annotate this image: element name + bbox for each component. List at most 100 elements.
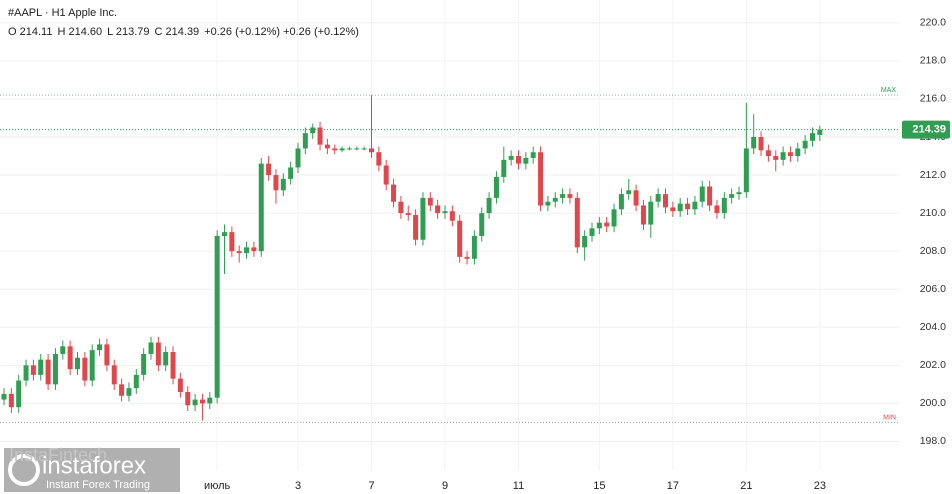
candle-body [207, 397, 213, 404]
candle-body [464, 256, 470, 259]
candle-body [104, 344, 110, 366]
candle-body [141, 353, 147, 375]
candle-body [75, 357, 80, 370]
candle-body [376, 152, 382, 166]
candle-body [582, 235, 588, 248]
candle-body [155, 342, 161, 366]
watermark-bg [4, 448, 180, 492]
y-tick-label: 206.0 [920, 283, 946, 295]
x-tick-label: 11 [513, 480, 524, 492]
ohlc-label: C 214.39 [155, 26, 200, 38]
candle-body [802, 140, 808, 149]
candle-body [420, 197, 426, 240]
candle-body [707, 186, 713, 206]
watermark-tagline: Instant Forex Trading [46, 479, 150, 491]
candle-body [655, 194, 661, 202]
x-tick-label: 17 [667, 480, 679, 492]
candle-body [295, 148, 301, 168]
candle-body [699, 186, 705, 202]
candle-body [486, 197, 492, 214]
candle-body [346, 148, 352, 150]
last-price-box [902, 120, 950, 139]
candle-body [626, 190, 632, 195]
candle-body [273, 175, 279, 191]
candle-body [538, 152, 544, 206]
candle-body [516, 156, 521, 164]
x-tick-label: июль [204, 480, 231, 492]
candle-body [810, 133, 815, 141]
watermark-faint: InstaFintech [9, 445, 107, 465]
candle-body [751, 137, 757, 149]
candle-body [765, 150, 771, 157]
ohlc-label: H 214.60 [57, 26, 102, 38]
candle-body [729, 194, 735, 198]
candle-body [479, 213, 485, 236]
x-tick-label: 23 [814, 480, 826, 492]
candle-body [501, 159, 507, 177]
candle-body [354, 148, 360, 150]
candle-body [670, 207, 676, 212]
y-tick-label: 204.0 [920, 321, 946, 333]
y-tick-label: 212.0 [920, 169, 946, 181]
candle-body [244, 247, 250, 254]
candle-body [111, 365, 117, 385]
candle-body [545, 201, 551, 206]
change-label: +0.26 (+0.12%) +0.26 (+0.12%) [204, 26, 359, 38]
candle-body [692, 201, 698, 210]
candle-body [633, 190, 639, 206]
candle-body [369, 148, 374, 153]
candle-body [758, 137, 764, 151]
candle-body [743, 148, 749, 193]
chart-title: #AAPL · H1 Apple Inc. [8, 7, 117, 19]
candle-body [310, 127, 316, 134]
candle-body [45, 359, 51, 385]
y-tick-label: 200.0 [920, 397, 946, 409]
candle-body [457, 220, 463, 257]
candle-body [126, 388, 132, 396]
candle-body [82, 357, 88, 381]
y-tick-label: 202.0 [920, 359, 946, 371]
candle-body [222, 232, 227, 236]
candle-body [442, 211, 448, 214]
candle-body [508, 156, 514, 160]
candle-body [97, 344, 103, 351]
candle-body [302, 133, 308, 149]
candle-body [383, 165, 389, 185]
candle-body [170, 352, 176, 379]
candle-body [560, 194, 566, 198]
x-tick-label: 3 [295, 480, 301, 492]
candle-body [1, 393, 7, 400]
watermark: InstaFintech instaforex Instant Forex Tr… [4, 445, 180, 492]
candle-body [266, 163, 272, 176]
candle-body [30, 365, 36, 375]
y-tick-label: 216.0 [920, 93, 946, 105]
candle-body [398, 201, 404, 214]
candle-body [611, 209, 617, 227]
candle-body [640, 205, 646, 225]
ohlc-label: O 214.11 [8, 26, 52, 38]
candle-body [780, 152, 786, 160]
candle-body [435, 205, 441, 214]
candle-body [449, 211, 455, 221]
candle-body [67, 346, 73, 370]
candle-body [648, 201, 654, 225]
candle-body [8, 393, 14, 408]
candle-body [817, 129, 823, 135]
y-tick-label: 198.0 [920, 435, 946, 447]
candle-body [391, 184, 397, 202]
candle-body [288, 167, 294, 179]
candle-body [677, 203, 683, 212]
candle-body [736, 192, 742, 195]
candle-body [177, 378, 183, 392]
y-tick-label: 208.0 [920, 245, 946, 257]
candle-body [574, 197, 580, 248]
candle-body [229, 232, 235, 252]
candle-body [493, 176, 499, 198]
candle-body [618, 194, 624, 210]
candle-body [251, 247, 257, 252]
candle-body [787, 152, 793, 157]
candle-body [52, 353, 58, 385]
candle-body [589, 228, 595, 236]
ref-label: MAX [881, 87, 897, 94]
